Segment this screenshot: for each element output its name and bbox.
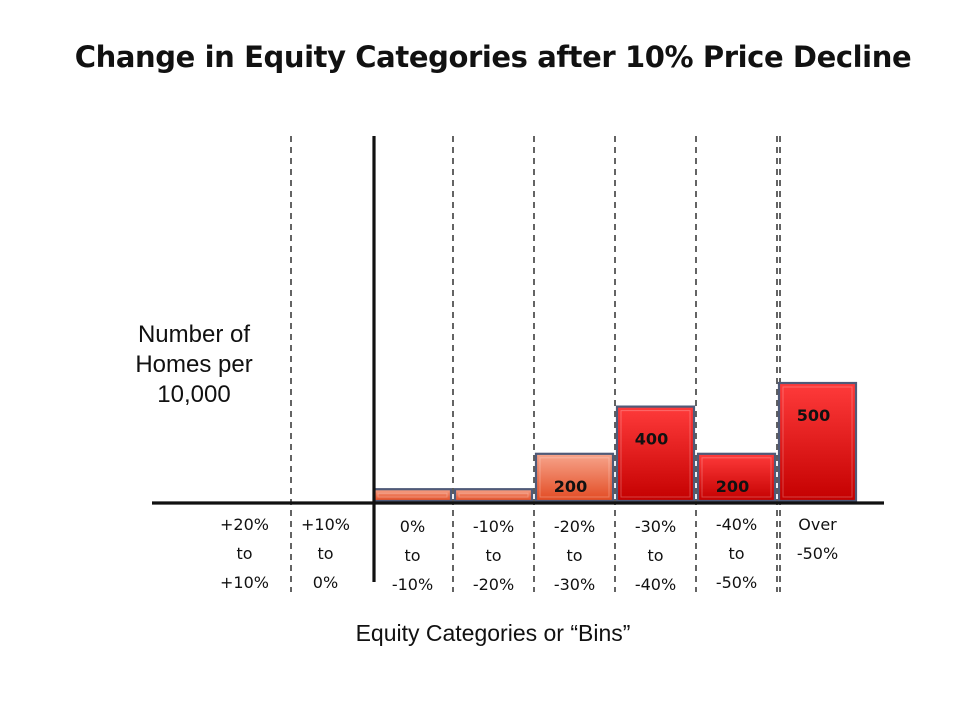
bar <box>777 381 858 503</box>
bar <box>615 405 696 503</box>
bin-label: to <box>728 544 744 563</box>
bin-label: -30% <box>554 575 595 594</box>
bar-value-label: 400 <box>635 430 668 449</box>
bin-label: -20% <box>554 517 595 536</box>
bars <box>372 381 858 503</box>
bin-label: +10% <box>220 573 269 592</box>
bin-label: Over <box>798 515 837 534</box>
axes <box>152 136 884 582</box>
bin-labels: +20% to +10% +10% to 0% 0% to -10% -10% to -20% -20%… <box>220 515 838 594</box>
bar <box>453 488 534 503</box>
bin-label: to <box>647 546 663 565</box>
bin-label: -50% <box>797 544 838 563</box>
chart-title: Change in Equity Categories after 10% Pr… <box>74 40 912 74</box>
bin-label: to <box>317 544 333 563</box>
bin-label: to <box>236 544 252 563</box>
bar <box>372 488 453 503</box>
bar-bevel <box>701 457 772 498</box>
bin-label: -50% <box>716 573 757 592</box>
bin-label: +10% <box>301 515 350 534</box>
bin-label: -10% <box>392 575 433 594</box>
bin-separators <box>290 136 781 592</box>
bar-bevel <box>539 457 610 498</box>
bar-value-label: 200 <box>554 477 587 496</box>
bin-label: -30% <box>635 517 676 536</box>
y-axis-label: Number of Homes per 10,000 <box>135 321 253 408</box>
x-axis-label: Equity Categories or “Bins” <box>355 620 631 646</box>
bin-label: -10% <box>473 517 514 536</box>
bar-bevel <box>620 410 691 498</box>
bin-label: -40% <box>635 575 676 594</box>
bin-label: to <box>404 546 420 565</box>
bar <box>696 452 777 503</box>
bar-value-label: 500 <box>797 406 830 425</box>
bin-label: to <box>566 546 582 565</box>
bin-label: -20% <box>473 575 514 594</box>
bin-label: -40% <box>716 515 757 534</box>
bin-label: 0% <box>313 573 338 592</box>
bin-label: to <box>485 546 501 565</box>
bar-bevel <box>377 492 448 498</box>
value-labels: 200 400 200 500 <box>554 406 830 496</box>
bar-value-label: 200 <box>716 477 749 496</box>
bin-label: 0% <box>400 517 425 536</box>
bin-label: +20% <box>220 515 269 534</box>
bar-bevel <box>782 386 853 498</box>
bar <box>534 452 615 503</box>
bar-bevel <box>458 492 529 498</box>
